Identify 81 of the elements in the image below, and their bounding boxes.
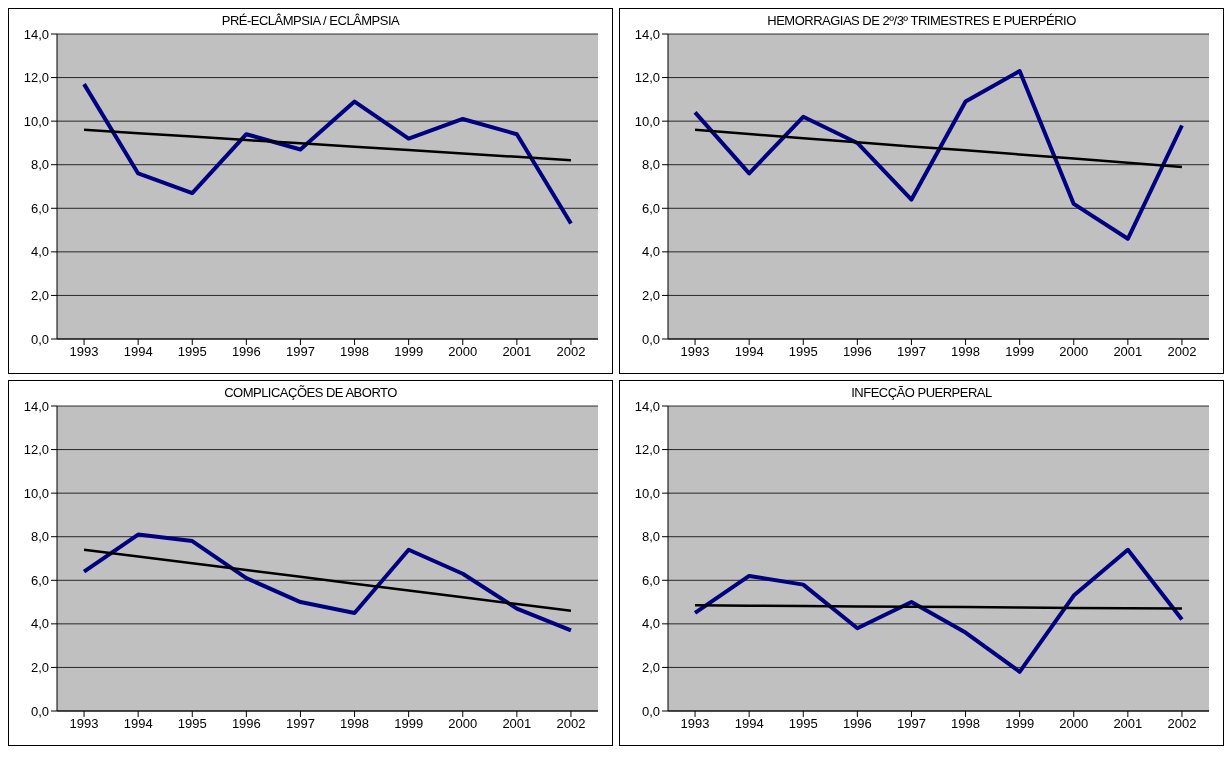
x-tick-label: 1999 <box>1005 344 1035 360</box>
y-tick-label: 6,0 <box>30 572 49 588</box>
y-tick-label: 10,0 <box>634 113 660 129</box>
y-tick-label: 14,0 <box>634 398 660 414</box>
x-tick-label: 1993 <box>69 716 99 732</box>
y-tick-label: 0,0 <box>641 703 660 719</box>
x-tick-label: 2001 <box>1113 344 1143 360</box>
y-tick-label: 6,0 <box>30 200 49 216</box>
x-tick-label: 2001 <box>502 716 532 732</box>
y-tick-label: 2,0 <box>641 660 660 676</box>
y-tick-label: 8,0 <box>641 157 660 173</box>
x-tick-label: 1993 <box>69 344 99 360</box>
x-tick-label: 2001 <box>1113 716 1143 732</box>
x-tick-label: 1993 <box>680 344 710 360</box>
x-tick-label: 1996 <box>842 344 872 360</box>
y-tick-label: 8,0 <box>641 529 660 545</box>
x-tick-label: 1994 <box>123 716 153 732</box>
y-tick-label: 10,0 <box>634 485 660 501</box>
x-tick-label: 2002 <box>556 716 586 732</box>
chart-title: HEMORRAGIAS DE 2º/3º TRIMESTRES E PUERPÉRIO <box>766 12 1077 28</box>
y-tick-label: 8,0 <box>30 157 49 173</box>
y-tick-label: 4,0 <box>30 616 49 632</box>
y-tick-label: 12,0 <box>23 70 49 86</box>
y-tick-label: 4,0 <box>641 244 660 260</box>
y-tick-label: 2,0 <box>641 288 660 304</box>
x-tick-label: 1995 <box>177 716 207 732</box>
y-tick-label: 4,0 <box>30 244 49 260</box>
y-tick-label: 12,0 <box>634 70 660 86</box>
x-tick-label: 1998 <box>340 716 370 732</box>
x-tick-label: 1995 <box>177 344 207 360</box>
y-tick-label: 6,0 <box>641 200 660 216</box>
chart-title: INFECÇÃO PUERPERAL <box>850 384 993 400</box>
y-tick-label: 12,0 <box>634 442 660 458</box>
y-tick-label: 0,0 <box>30 703 49 719</box>
x-tick-label: 1995 <box>788 716 818 732</box>
x-tick-label: 1999 <box>1005 716 1035 732</box>
x-tick-label: 2002 <box>556 344 586 360</box>
x-tick-label: 2002 <box>1167 716 1197 732</box>
line-series <box>693 547 1184 674</box>
y-tick-label: 4,0 <box>641 616 660 632</box>
x-tick-label: 2000 <box>448 716 478 732</box>
y-tick-label: 2,0 <box>30 660 49 676</box>
x-tick-label: 1997 <box>285 344 315 360</box>
y-tick-label: 12,0 <box>23 442 49 458</box>
y-tick-label: 6,0 <box>641 572 660 588</box>
x-tick-label: 1998 <box>951 716 981 732</box>
y-tick-label: 10,0 <box>23 485 49 501</box>
x-tick-label: 2000 <box>448 344 478 360</box>
x-tick-label: 1993 <box>680 716 710 732</box>
x-tick-label: 1996 <box>231 344 261 360</box>
x-tick-label: 2002 <box>1167 344 1197 360</box>
x-tick-label: 1995 <box>788 344 818 360</box>
x-tick-label: 1994 <box>734 716 764 732</box>
x-tick-label: 1998 <box>340 344 370 360</box>
x-tick-label: 1994 <box>123 344 153 360</box>
line-series <box>82 82 573 226</box>
x-tick-label: 2000 <box>1059 344 1089 360</box>
x-tick-label: 1996 <box>842 716 872 732</box>
x-tick-label: 1998 <box>951 344 981 360</box>
line-series <box>82 128 573 162</box>
x-tick-label: 1997 <box>285 716 315 732</box>
y-tick-label: 0,0 <box>30 331 49 347</box>
y-tick-label: 0,0 <box>641 331 660 347</box>
y-tick-label: 14,0 <box>23 26 49 42</box>
y-tick-label: 8,0 <box>30 529 49 545</box>
chart-title: PRÉ-ECLÂMPSIA / ECLÂMPSIA <box>220 12 401 28</box>
y-tick-label: 14,0 <box>634 26 660 42</box>
y-tick-label: 2,0 <box>30 288 49 304</box>
x-tick-label: 1997 <box>896 344 926 360</box>
line-series <box>693 69 1184 241</box>
y-tick-label: 10,0 <box>23 113 49 129</box>
x-tick-label: 1996 <box>231 716 261 732</box>
y-tick-label: 14,0 <box>23 398 49 414</box>
x-tick-label: 2001 <box>502 344 532 360</box>
x-tick-label: 1999 <box>394 716 424 732</box>
x-tick-label: 1997 <box>896 716 926 732</box>
x-tick-label: 1994 <box>734 344 764 360</box>
x-tick-label: 1999 <box>394 344 424 360</box>
chart-title: COMPLICAÇÕES DE ABORTO <box>223 384 398 400</box>
line-series <box>82 532 573 633</box>
x-tick-label: 2000 <box>1059 716 1089 732</box>
